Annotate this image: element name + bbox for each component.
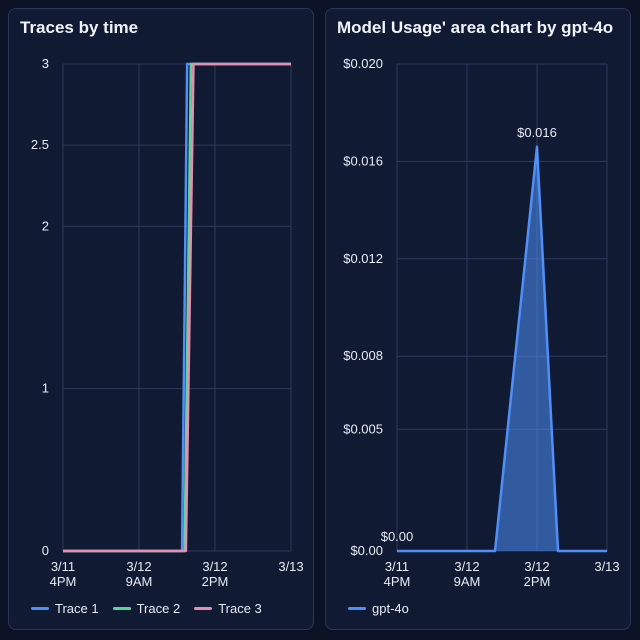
x-tick-label: 3/12 2PM (524, 559, 551, 589)
x-tick-label: 3/11 4PM (384, 559, 411, 589)
y-tick-label: $0.020 (343, 56, 383, 71)
y-tick-label: 2 (42, 218, 49, 233)
x-tick-label: 3/13 (594, 559, 619, 574)
legend-swatch (112, 607, 131, 610)
legend-swatch (31, 607, 49, 610)
model-usage-chart-panel: Model Usage' area chart by gpt-4o $0.00 $… (325, 8, 631, 630)
series-line (397, 145, 607, 553)
legend-item[interactable]: Trace 3 (194, 601, 262, 616)
x-tick-label: 3/12 9AM (126, 559, 153, 589)
x-tick-label: 3/13 (278, 559, 303, 574)
chart-title: Traces by time (20, 18, 139, 37)
legend-label: Trace 2 (136, 601, 181, 616)
x-tick-label: 3/12 9AM (454, 559, 481, 589)
model-usage-chart-plot: $0.00 $0.005 $0.008 $0.012 $0.016 $0.020 3/11 4… (343, 56, 619, 589)
y-tick-label: $0.00 (350, 543, 383, 558)
model-usage-legend: gpt-4o (348, 601, 409, 616)
traces-chart-plot: 0 1 2 2.5 3 3/11 4PM 3/12 9AM 3/12 2PM 3/13 (31, 56, 304, 589)
legend-label: Trace 3 (218, 601, 262, 616)
x-tick-label: 3/11 4PM (50, 559, 77, 589)
y-tick-label: $0.008 (343, 348, 383, 363)
legend-item[interactable]: gpt-4o (348, 601, 409, 616)
y-tick-label: 1 (42, 381, 49, 396)
y-tick-label: $0.016 (343, 153, 383, 168)
series-line (63, 62, 291, 553)
series-line (63, 62, 291, 553)
traces-chart-panel: Traces by time 0 1 2 2.5 3 3/11 4PM 3/12 9AM 3/12… (8, 8, 314, 630)
y-tick-label: $0.012 (343, 251, 383, 266)
legend-item[interactable]: Trace 2 (112, 601, 181, 616)
legend-swatch (348, 607, 366, 610)
legend-item[interactable]: Trace 1 (31, 601, 99, 616)
x-tick-label: 3/12 2PM (202, 559, 229, 589)
data-label: $0.00 (381, 529, 414, 544)
legend-label: gpt-4o (372, 601, 409, 616)
traces-legend: Trace 1 Trace 2 Trace 3 (31, 601, 262, 616)
y-tick-label: 0 (42, 543, 49, 558)
y-tick-label: 2.5 (31, 137, 49, 152)
legend-label: Trace 1 (55, 601, 99, 616)
chart-title: Model Usage' area chart by gpt-4o (337, 18, 614, 37)
y-tick-label: 3 (42, 56, 49, 71)
legend-swatch (194, 607, 213, 610)
y-tick-label: $0.005 (343, 421, 383, 436)
series-line (63, 62, 291, 553)
data-label: $0.016 (517, 125, 557, 140)
